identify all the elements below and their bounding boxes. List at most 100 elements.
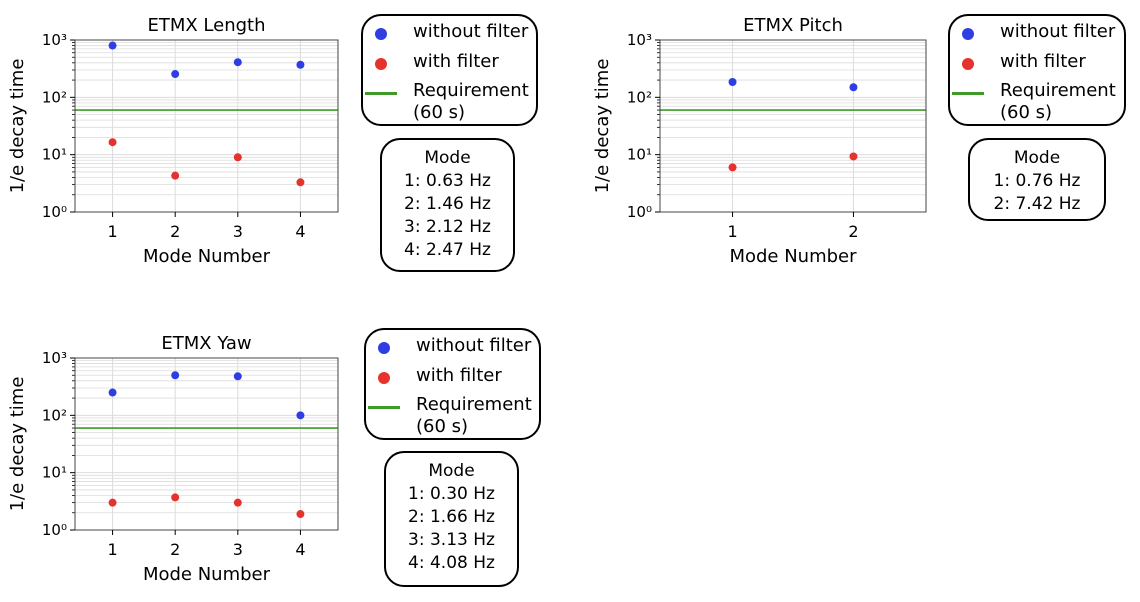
data-point bbox=[233, 372, 242, 381]
blue-dot-marker bbox=[378, 342, 390, 354]
data-point bbox=[296, 60, 305, 69]
grid bbox=[657, 40, 926, 213]
legend-label: without filter bbox=[1000, 21, 1116, 42]
data-point bbox=[108, 388, 117, 397]
data-point bbox=[233, 58, 242, 67]
y-tick-label: 10³ bbox=[627, 31, 652, 49]
legend-box: without filter with filter Requirement (60 … bbox=[361, 14, 538, 126]
x-axis-label: Mode Number bbox=[143, 564, 271, 585]
legend-label: (60 s) bbox=[413, 102, 466, 123]
mode-frequency-line: 1: 0.63 Hz bbox=[404, 171, 491, 191]
series-with-filter bbox=[108, 493, 305, 519]
grid bbox=[72, 358, 338, 531]
green-line-marker bbox=[365, 92, 397, 95]
y-tick-label: 10² bbox=[627, 88, 652, 106]
data-point bbox=[171, 493, 180, 502]
legend-item-with-filter: with filter bbox=[366, 365, 539, 393]
mode-box-title: Mode bbox=[424, 148, 471, 168]
legend-item-requirement-value: (60 s) bbox=[366, 416, 539, 444]
chart-1: 10⁰ 10¹ 10² 10³ 1 2 3 4 ETMX Length Mode Number 1/… bbox=[7, 15, 339, 267]
red-dot-marker bbox=[962, 58, 974, 70]
mode-frequency-line: 1: 0.30 Hz bbox=[408, 484, 495, 504]
chart-title: ETMX Yaw bbox=[161, 333, 251, 354]
mode-frequency-line: 3: 3.13 Hz bbox=[408, 530, 495, 550]
legend-label: (60 s) bbox=[1000, 102, 1053, 123]
legend-item-requirement: Requirement bbox=[363, 80, 536, 108]
mode-box-title: Mode bbox=[1013, 148, 1061, 168]
data-point bbox=[296, 510, 305, 519]
x-tick-label: 4 bbox=[295, 540, 305, 559]
legend-box: without filter with filter Requirement (60 … bbox=[364, 328, 541, 440]
y-tick-label: 10⁰ bbox=[627, 203, 652, 221]
legend-label: without filter bbox=[413, 21, 529, 42]
y-tick-label: 10⁰ bbox=[42, 203, 67, 221]
data-point bbox=[171, 70, 180, 79]
legend-label: Requirement bbox=[413, 80, 529, 101]
mode-frequency-line: 2: 7.42 Hz bbox=[993, 194, 1081, 214]
x-tick-label: 4 bbox=[295, 222, 305, 241]
series-with-filter bbox=[728, 152, 858, 172]
data-point bbox=[108, 138, 117, 147]
blue-dot-marker bbox=[375, 28, 387, 40]
chart-3: 10⁰ 10¹ 10² 10³ 1 2 3 4 ETMX Yaw Mode Number 1/e d… bbox=[7, 333, 339, 585]
mode-frequency-line: 1: 0.76 Hz bbox=[993, 171, 1081, 191]
y-tick-label: 10¹ bbox=[627, 146, 652, 164]
chart-title: ETMX Length bbox=[147, 15, 265, 36]
blue-dot-marker bbox=[962, 28, 974, 40]
x-axis-label: Mode Number bbox=[143, 246, 271, 267]
y-tick-label: 10² bbox=[42, 88, 67, 106]
data-point bbox=[728, 163, 737, 172]
legend-item-requirement: Requirement bbox=[950, 80, 1124, 108]
data-point bbox=[108, 41, 117, 50]
mode-box-title: Mode bbox=[428, 461, 475, 481]
x-tick-label: 2 bbox=[170, 222, 180, 241]
mode-frequency-line: 2: 1.46 Hz bbox=[404, 194, 491, 214]
axes-frame bbox=[74, 357, 339, 531]
y-tick-label: 10¹ bbox=[42, 146, 67, 164]
axes-frame bbox=[74, 39, 339, 213]
legend-label: without filter bbox=[416, 335, 532, 356]
legend-item-without-filter: without filter bbox=[363, 21, 536, 49]
y-axis-label: 1/e decay time bbox=[592, 59, 613, 194]
legend-item-requirement-value: (60 s) bbox=[363, 102, 536, 130]
data-point bbox=[233, 498, 242, 507]
grid bbox=[72, 40, 338, 213]
y-axis-label: 1/e decay time bbox=[7, 59, 28, 194]
x-tick-label: 1 bbox=[107, 540, 117, 559]
data-point bbox=[849, 83, 858, 92]
chart-2: 10⁰ 10¹ 10² 10³ 1 2 ETMX Pitch Mode Number 1/e d… bbox=[592, 15, 927, 267]
legend-label: with filter bbox=[1000, 51, 1086, 72]
x-tick-label: 2 bbox=[170, 540, 180, 559]
x-tick-label: 2 bbox=[848, 222, 858, 241]
data-point bbox=[171, 171, 180, 180]
legend-item-with-filter: with filter bbox=[363, 51, 536, 79]
data-point bbox=[296, 178, 305, 187]
x-tick-label: 1 bbox=[727, 222, 737, 241]
legend-item-without-filter: without filter bbox=[366, 335, 539, 363]
mode-box: Mode 1: 0.76 Hz 2: 7.42 Hz bbox=[968, 138, 1106, 221]
data-point bbox=[849, 152, 858, 161]
y-axis-label: 1/e decay time bbox=[7, 377, 28, 512]
data-point bbox=[171, 371, 180, 380]
green-line-marker bbox=[368, 406, 400, 409]
mode-frequency-line: 3: 2.12 Hz bbox=[404, 217, 491, 237]
series-without-filter bbox=[108, 371, 305, 420]
legend-label: Requirement bbox=[416, 394, 532, 415]
red-dot-marker bbox=[375, 58, 387, 70]
y-tick-label: 10⁰ bbox=[42, 521, 67, 539]
series-with-filter bbox=[108, 138, 305, 187]
x-tick-label: 1 bbox=[107, 222, 117, 241]
legend-item-requirement: Requirement bbox=[366, 394, 539, 422]
legend-box: without filter with filter Requirement (60 … bbox=[948, 14, 1126, 126]
legend-label: with filter bbox=[413, 51, 499, 72]
y-tick-label: 10³ bbox=[42, 31, 67, 49]
legend-label: Requirement bbox=[1000, 80, 1116, 101]
red-dot-marker bbox=[378, 372, 390, 384]
x-tick-label: 3 bbox=[233, 222, 243, 241]
green-line-marker bbox=[952, 92, 984, 95]
x-axis-label: Mode Number bbox=[729, 246, 857, 267]
series-without-filter bbox=[728, 78, 858, 92]
data-point bbox=[296, 411, 305, 420]
